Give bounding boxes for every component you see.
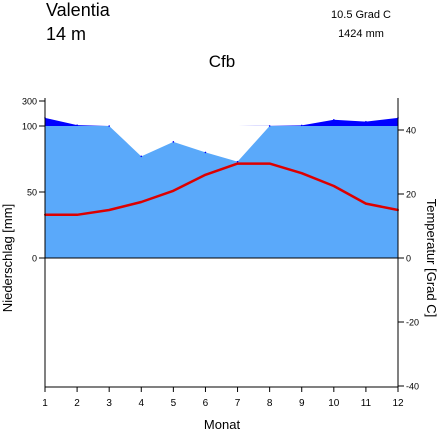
x-tick-label-9: 9: [299, 398, 305, 409]
temperature-point-month-8: [268, 162, 271, 165]
temperature-point-month-3: [108, 209, 111, 211]
temperature-point-month-7: [236, 162, 239, 165]
precipitation-point-month-2: [76, 124, 78, 126]
temp-tick-label-20: 20: [406, 190, 416, 200]
temperature-point-month-11: [364, 202, 367, 205]
temperature-point-month-5: [172, 189, 175, 192]
x-tick-label-2: 2: [74, 398, 80, 409]
x-tick-label-8: 8: [267, 398, 273, 409]
precipitation-area: [44, 117, 399, 258]
x-tick-label-5: 5: [171, 398, 177, 409]
temp-tick-label--20: -20: [406, 318, 419, 328]
temp-tick-label-0: 0: [406, 254, 411, 264]
precipitation-point-month-6: [204, 151, 207, 154]
x-tick-label-1: 1: [42, 398, 48, 409]
station-name: Valentia: [46, 0, 111, 20]
precipitation-point-month-11: [365, 120, 367, 123]
precipitation-point-month-7: [236, 160, 239, 163]
temperature-point-month-4: [140, 201, 143, 203]
x-tick-label-3: 3: [106, 398, 112, 409]
left-axis-label: Niederschlag [mm]: [0, 204, 15, 312]
x-tick-label-7: 7: [235, 398, 241, 409]
x-axis-label: Monat: [204, 417, 241, 430]
temperature-point-month-10: [332, 185, 335, 187]
x-tick-label-11: 11: [361, 398, 372, 409]
temp-tick-label-40: 40: [406, 126, 416, 136]
x-tick-label-6: 6: [203, 398, 209, 409]
precipitation-point-month-3: [108, 125, 110, 127]
axes: [44, 98, 399, 388]
station-elevation: 14 m: [46, 24, 86, 44]
x-tick-label-12: 12: [392, 398, 404, 409]
precip-tick-label-0: 0: [32, 254, 37, 264]
precip-tick-label-300: 300: [22, 97, 37, 107]
annual-precipitation: 1424 mm: [338, 28, 384, 40]
temperature-point-month-2: [76, 213, 79, 216]
x-tick-label-10: 10: [328, 398, 340, 409]
precipitation-point-month-9: [300, 124, 303, 127]
precipitation-point-month-4: [140, 155, 143, 158]
temp-tick-label--40: -40: [406, 382, 419, 392]
precip-tick-label-50: 50: [27, 188, 37, 198]
precipitation-point-month-10: [333, 118, 335, 121]
temperature-point-month-6: [204, 173, 207, 176]
precip-tick-label-100: 100: [22, 122, 37, 132]
precipitation-point-month-5: [172, 141, 175, 143]
temperature-point-month-9: [300, 172, 303, 175]
right-axis-label: Temperatur [Grad C]: [424, 199, 439, 318]
precipitation-point-month-8: [268, 125, 271, 127]
mean-temperature: 10.5 Grad C: [331, 9, 391, 21]
climate-class-title: Cfb: [209, 52, 235, 71]
x-tick-label-4: 4: [138, 398, 144, 409]
precipitation-fill: [45, 126, 398, 258]
precipitation-excess-fill: [45, 117, 398, 126]
temperature-line: [45, 162, 399, 217]
